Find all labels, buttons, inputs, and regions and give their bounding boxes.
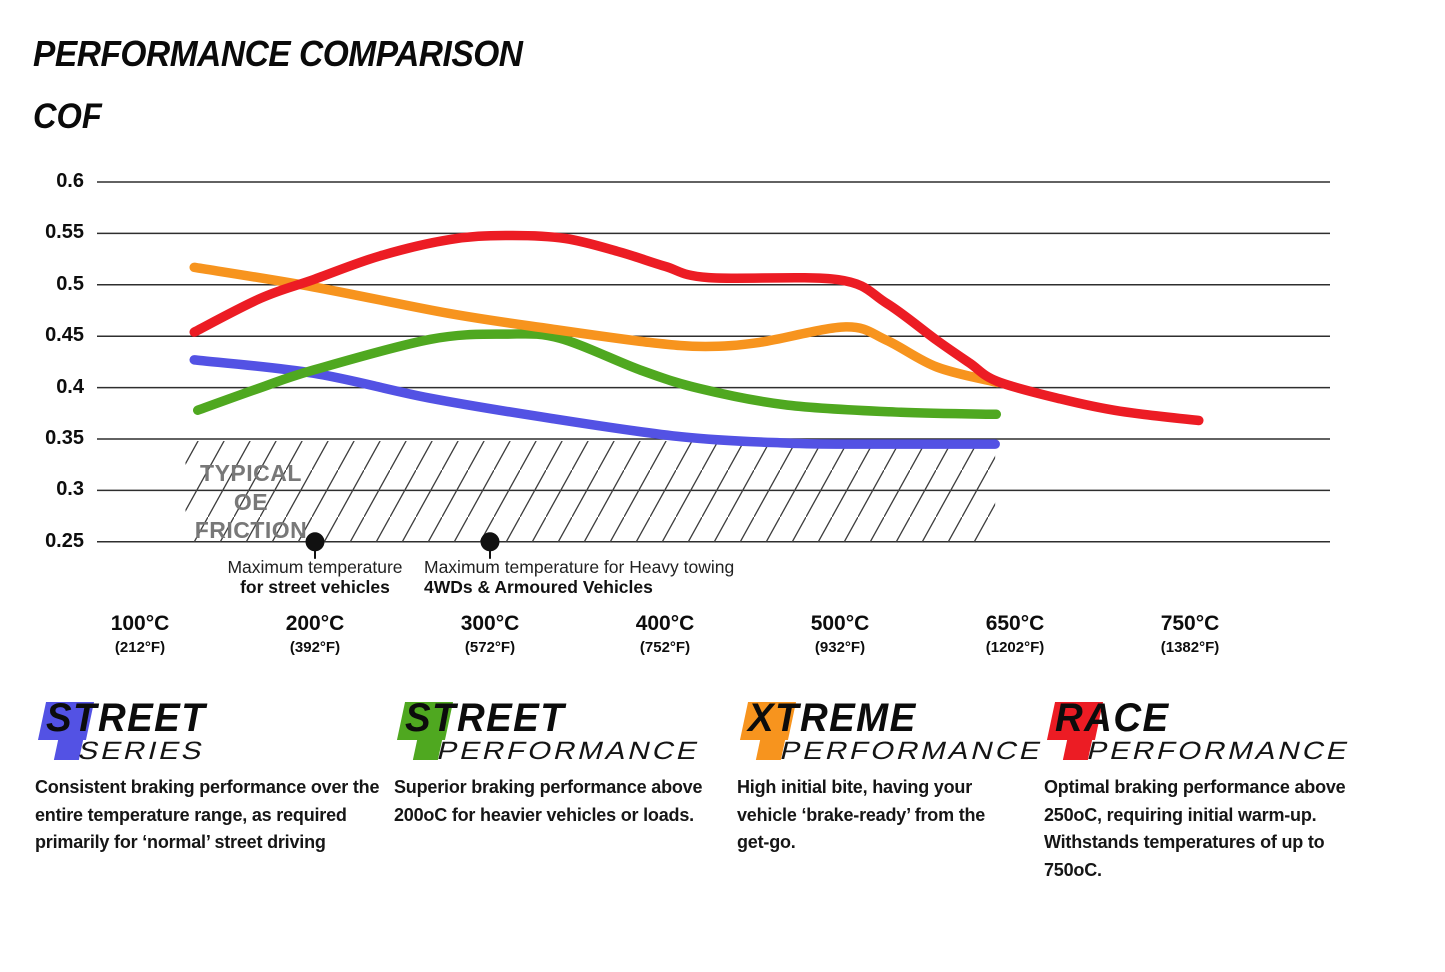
x-tick-fahrenheit: (392°F) [289, 639, 341, 656]
legend-description: Superior braking performance above 200oC… [394, 777, 703, 825]
x-tick-celsius: 500°C [810, 612, 870, 635]
x-tick-celsius: 200°C [285, 612, 345, 635]
page-title: PERFORMANCE COMPARISON [33, 33, 523, 74]
legend-description: High initial bite, having your vehicle ‘… [737, 777, 986, 852]
series-race-performance [189, 230, 1204, 426]
x-tick-label-500: 500°C (932°F) [770, 612, 910, 656]
logo-word1: XTREME [748, 696, 917, 740]
x-tick-celsius: 300°C [460, 612, 520, 635]
max-temp-street-annotation: Maximum temperature for street vehicles [155, 558, 475, 597]
oe-friction-label: TYPICAL OE FRICTION [184, 459, 318, 545]
x-tick-label-400: 400°C (752°F) [595, 612, 735, 656]
x-tick-fahrenheit: (572°F) [464, 639, 516, 656]
y-tick-label-0.6: 0.6 [56, 170, 84, 192]
logo-word2: PERFORMANCE [777, 737, 1047, 765]
logo-word2: SERIES [75, 737, 209, 765]
y-tick-label-0.55: 0.55 [45, 221, 84, 244]
logo-word2: PERFORMANCE [1084, 737, 1354, 765]
oe-friction-label-line1: TYPICAL OE [200, 460, 302, 515]
x-tick-fahrenheit: (1382°F) [1160, 639, 1220, 656]
legend-description: Consistent braking performance over the … [35, 777, 380, 852]
x-tick-label-100: 100°C (212°F) [70, 612, 210, 656]
y-tick-label-0.3: 0.3 [56, 478, 84, 501]
x-tick-fahrenheit: (752°F) [639, 639, 691, 656]
x-tick-fahrenheit: (1202°F) [985, 639, 1045, 656]
logo-word1: STREET [405, 696, 566, 740]
x-tick-celsius: 650°C [985, 612, 1045, 635]
annotation-line: Maximum temperature [227, 557, 403, 577]
y-tick-label-0.45: 0.45 [45, 324, 84, 347]
y-tick-label-0.25: 0.25 [45, 529, 84, 552]
x-tick-celsius: 400°C [635, 612, 695, 635]
legend-description: Optimal braking performance above 250oC,… [1044, 777, 1346, 880]
oe-friction-label-line2: FRICTION [194, 517, 308, 543]
y-tick-label-0.5: 0.5 [56, 272, 84, 295]
series-xtreme-performance [189, 262, 1003, 388]
y-tick-label-0.35: 0.35 [45, 427, 84, 449]
oe-friction-hatch [185, 441, 996, 542]
y-axis-title: COF [33, 97, 102, 136]
x-tick-fahrenheit: (932°F) [814, 639, 866, 656]
annotation-line: Maximum temperature for Heavy towing [424, 557, 735, 577]
logo-word1: STREET [46, 696, 207, 740]
x-tick-label-750: 750°C (1382°F) [1120, 612, 1260, 656]
series-street-performance [193, 329, 1002, 420]
max-temp-marker-dot [305, 532, 325, 552]
annotation-line-bold: 4WDs & Armoured Vehicles [424, 577, 653, 597]
chart-plot-area [97, 181, 1330, 559]
x-tick-label-300: 300°C (572°F) [420, 612, 560, 656]
logo-word2: PERFORMANCE [434, 737, 704, 765]
x-tick-label-200: 200°C (392°F) [245, 612, 385, 656]
annotation-line-bold: for street vehicles [240, 577, 390, 597]
x-tick-celsius: 100°C [110, 612, 170, 635]
y-tick-label-0.4: 0.4 [56, 375, 84, 398]
series-street-series [189, 355, 1000, 449]
max-temp-marker-dot [480, 532, 500, 552]
x-tick-fahrenheit: (212°F) [114, 639, 166, 656]
max-temp-towing-annotation: Maximum temperature for Heavy towing 4WD… [424, 558, 764, 597]
logo-word1: RACE [1055, 696, 1170, 740]
x-tick-label-650: 650°C (1202°F) [945, 612, 1085, 656]
x-tick-celsius: 750°C [1160, 612, 1220, 635]
